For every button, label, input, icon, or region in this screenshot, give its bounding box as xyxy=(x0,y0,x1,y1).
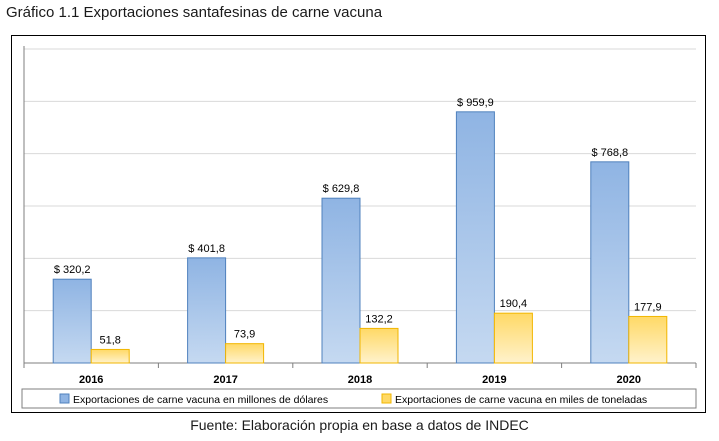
x-tick-label: 2020 xyxy=(617,374,641,386)
legend: Exportaciones de carne vacuna en millone… xyxy=(21,388,697,409)
x-tick-label: 2019 xyxy=(482,374,506,386)
data-label: 132,2 xyxy=(365,313,393,325)
bar-tons-2020 xyxy=(628,315,668,364)
data-label: 177,9 xyxy=(634,301,662,313)
data-label: 51,8 xyxy=(99,334,120,346)
bar-tons-2017 xyxy=(225,343,265,364)
legend-box xyxy=(21,388,697,409)
legend-swatch xyxy=(381,393,392,404)
data-label: 190,4 xyxy=(500,298,528,310)
data-label: 73,9 xyxy=(234,329,255,341)
bar-usd-2019 xyxy=(455,111,495,364)
data-label: $ 768,8 xyxy=(591,147,628,159)
bar-tons-2019 xyxy=(493,312,533,364)
x-tick-label: 2016 xyxy=(79,374,103,386)
chart-source: Fuente: Elaboración propia en base a dat… xyxy=(190,417,529,433)
bar-usd-2020 xyxy=(590,161,630,364)
legend-swatch xyxy=(59,393,70,404)
x-tick-label: 2017 xyxy=(213,374,237,386)
legend-entry: Exportaciones de carne vacuna en millone… xyxy=(73,394,328,406)
bar-tons-2018 xyxy=(359,327,399,364)
data-label: $ 401,8 xyxy=(188,243,225,255)
chart-title: Gráfico 1.1 Exportaciones santafesinas d… xyxy=(6,4,383,21)
bar-usd-2016 xyxy=(52,278,92,364)
x-tick-label: 2018 xyxy=(348,374,372,386)
bar-tons-2016 xyxy=(90,348,130,364)
bar-usd-2018 xyxy=(321,197,361,364)
data-label: $ 320,2 xyxy=(54,264,91,276)
data-label: $ 959,9 xyxy=(457,97,494,109)
data-label: $ 629,8 xyxy=(323,183,360,195)
legend-entry: Exportaciones de carne vacuna en miles d… xyxy=(395,394,647,406)
bar-usd-2017 xyxy=(187,257,227,364)
